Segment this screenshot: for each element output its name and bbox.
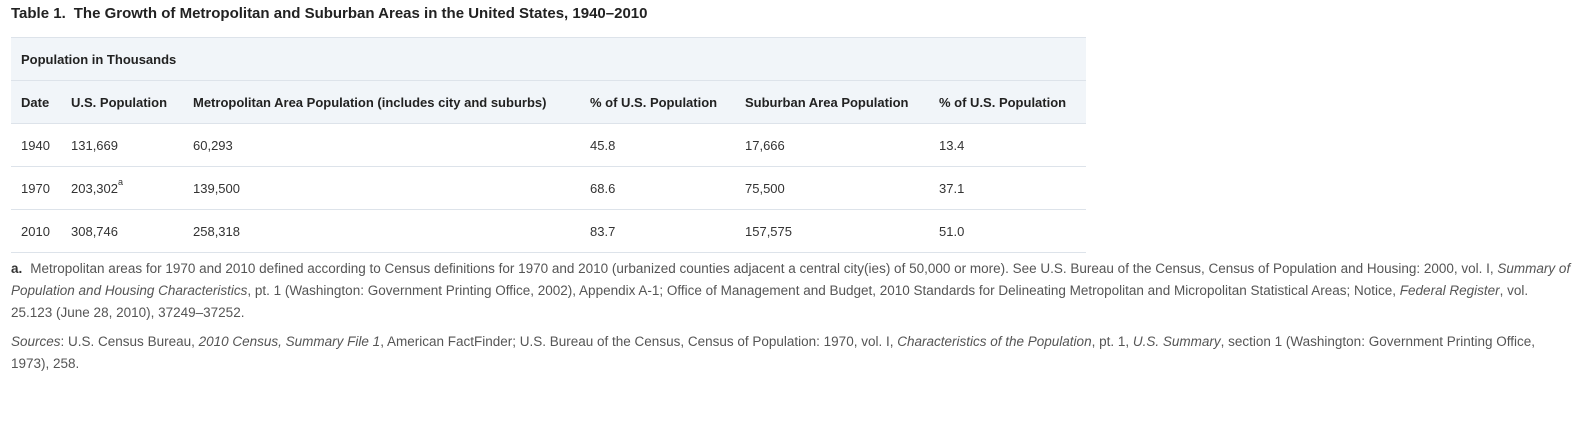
cell-us-population: 203,302a [61, 166, 183, 210]
sources-text: , pt. 1, [1091, 334, 1133, 349]
column-header-date: Date [11, 80, 61, 124]
cell-suburban-percent: 37.1 [929, 166, 1086, 210]
footnote-marker[interactable]: a [118, 176, 124, 187]
us-population-value: 131,669 [71, 137, 118, 153]
cell-metro-population: 60,293 [183, 123, 580, 167]
table-sources: Sources: U.S. Census Bureau, 2010 Census… [11, 331, 1571, 375]
sources-citation-title: U.S. Summary [1132, 334, 1221, 349]
column-header-metro-percent: % of U.S. Population [580, 80, 735, 124]
table-title: Table 1. The Growth of Metropolitan and S… [11, 0, 1571, 27]
sources-label: Sources [11, 334, 61, 349]
column-header-metro-population: Metropolitan Area Population (includes c… [183, 80, 580, 124]
sources-text: , American FactFinder; U.S. Bureau of th… [380, 334, 898, 349]
population-table: Population in Thousands Date U.S. Popula… [11, 37, 1086, 253]
footnote-label: a. [11, 261, 23, 276]
cell-date: 1970 [11, 166, 61, 210]
us-population-value: 308,746 [71, 223, 118, 239]
us-population-value: 203,302 [71, 180, 118, 196]
table-footnote: a. Metropolitan areas for 1970 and 2010 d… [11, 258, 1571, 324]
cell-metro-population: 258,318 [183, 209, 580, 253]
table-group-header-row: Population in Thousands [11, 37, 1086, 81]
cell-us-population: 131,669 [61, 123, 183, 167]
cell-us-population: 308,746 [61, 209, 183, 253]
column-header-suburban-percent: % of U.S. Population [929, 80, 1086, 124]
cell-metro-percent: 45.8 [580, 123, 735, 167]
footnote-citation-title: Summary of Population and Housing Charac… [11, 261, 1571, 298]
cell-metro-percent: 68.6 [580, 166, 735, 210]
sources-citation-title: Characteristics of the Population [897, 334, 1092, 349]
table-column-header-row: Date U.S. Population Metropolitan Area P… [11, 80, 1086, 124]
table-row: 2010 308,746 258,318 83.7 157,575 51.0 [11, 209, 1086, 253]
sources-text: : U.S. Census Bureau, [60, 334, 199, 349]
cell-metro-percent: 83.7 [580, 209, 735, 253]
column-header-us-population: U.S. Population [61, 80, 183, 124]
footnote-text: Metropolitan areas for 1970 and 2010 def… [30, 261, 1498, 276]
cell-metro-population: 139,500 [183, 166, 580, 210]
footnote-citation-title: Federal Register [1399, 283, 1500, 298]
cell-date: 2010 [11, 209, 61, 253]
table-title-text: The Growth of Metropolitan and Suburban … [73, 5, 648, 22]
cell-suburban-percent: 13.4 [929, 123, 1086, 167]
cell-suburban-population: 75,500 [735, 166, 929, 210]
cell-date: 1940 [11, 123, 61, 167]
group-header: Population in Thousands [11, 37, 1086, 81]
sources-text: , section 1 (Washington: Government Prin… [11, 334, 1536, 371]
footnote-text: , vol. 25.123 (June 28, 2010), 37249–372… [11, 283, 1529, 320]
cell-suburban-population: 157,575 [735, 209, 929, 253]
footnote-text: , pt. 1 (Washington: Government Printing… [247, 283, 1400, 298]
table-row: 1970 203,302a 139,500 68.6 75,500 37.1 [11, 166, 1086, 210]
cell-suburban-population: 17,666 [735, 123, 929, 167]
cell-suburban-percent: 51.0 [929, 209, 1086, 253]
column-header-suburban-population: Suburban Area Population [735, 80, 929, 124]
sources-citation-title: 2010 Census, Summary File 1 [198, 334, 381, 349]
table-figure: Table 1. The Growth of Metropolitan and S… [11, 0, 1571, 375]
table-row: 1940 131,669 60,293 45.8 17,666 13.4 [11, 123, 1086, 167]
table-number: Table 1. [11, 5, 66, 22]
